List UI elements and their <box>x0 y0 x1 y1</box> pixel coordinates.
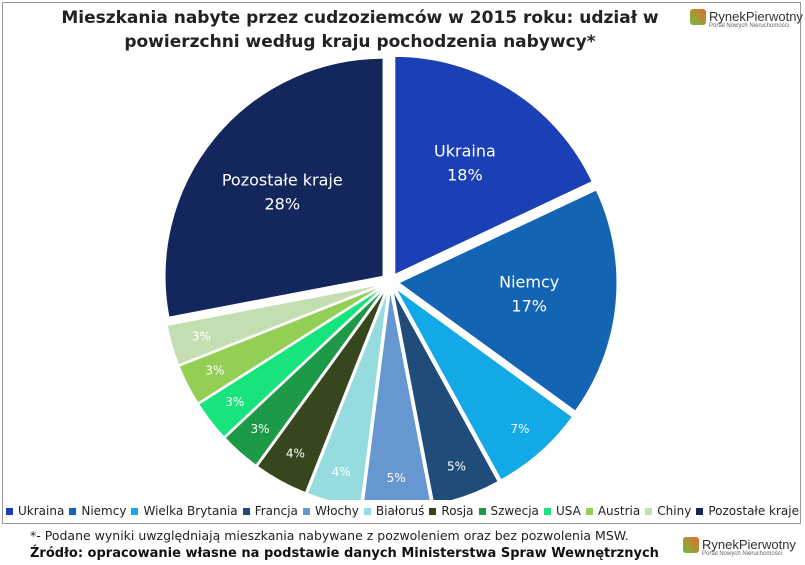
chart-frame <box>2 2 801 524</box>
legend-swatch <box>696 507 704 515</box>
legend-item: Niemcy <box>69 504 126 518</box>
legend-label: Niemcy <box>81 504 127 518</box>
pie-slice <box>363 290 431 500</box>
legend-label: Chiny <box>657 504 692 518</box>
slice-value-label: 3% <box>251 422 270 436</box>
legend-swatch <box>131 507 139 515</box>
logo-tagline: Portal Nowych Nieruchomości <box>709 23 790 29</box>
pie-slice <box>224 288 385 466</box>
logo-name: RynekPierwotny <box>709 9 803 24</box>
pie-slice <box>166 284 382 366</box>
pie-slice <box>178 285 383 404</box>
logo: RynekPierwotny Portal Nowych Nieruchomoś… <box>690 8 803 29</box>
legend-swatch <box>69 507 77 515</box>
pie-chart: Ukraina 18% Niemcy 17% 7% 5% 5% 4% 4% 3% 3% 3% 3% Poz… <box>164 55 618 500</box>
legend-swatch <box>645 507 653 515</box>
pie-slice <box>397 189 618 412</box>
legend-item: Pozostałe kraje <box>696 504 799 518</box>
legend-item: Chiny <box>645 504 691 518</box>
legend-item: Austria <box>585 504 641 518</box>
slice-category-label: Niemcy <box>499 273 559 292</box>
pie-slice <box>394 55 593 276</box>
slice-value-label: 4% <box>332 465 351 479</box>
pie-slice <box>392 290 499 500</box>
pie-slice <box>198 287 384 438</box>
legend-label: Ukraina <box>18 504 65 518</box>
legend-swatch <box>585 507 593 515</box>
pie-slice <box>164 57 384 318</box>
footnote: *- Podane wyniki uwzględniają mieszkania… <box>30 528 629 543</box>
slice-value-label: 3% <box>192 329 211 343</box>
slice-value-label: 3% <box>205 364 224 378</box>
pie-slice <box>395 288 574 481</box>
legend-item: Rosja <box>429 504 473 518</box>
legend-item: Francja <box>242 504 298 518</box>
slice-value-label: 18% <box>447 165 483 184</box>
legend-item: Białoruś <box>363 504 425 518</box>
source: Źródło: opracowanie własne na podstawie … <box>30 546 659 561</box>
legend-label: Białoruś <box>375 504 425 518</box>
legend-swatch <box>302 507 310 515</box>
slice-value-label: 4% <box>286 447 305 461</box>
slice-value-label: 17% <box>511 297 547 316</box>
legend-label: Francja <box>254 504 298 518</box>
legend-swatch <box>6 507 13 515</box>
slice-category-label: Ukraina <box>434 141 496 160</box>
pie-slice <box>256 289 387 494</box>
chart-title: Mieszkania nabyte przez cudzoziemców w 2… <box>61 8 659 52</box>
logo-tagline: Portal Nowych Nieruchomości <box>702 551 783 557</box>
slice-value-label: 7% <box>510 422 529 436</box>
slice-value-label: 5% <box>447 459 466 473</box>
slice-value-label: 5% <box>387 471 406 485</box>
legend-label: Pozostałe kraje <box>708 504 799 518</box>
slice-category-label: Pozostałe kraje <box>222 170 343 189</box>
legend-swatch <box>543 507 551 515</box>
legend-label: Rosja <box>441 504 474 518</box>
legend-swatch <box>429 507 437 515</box>
logo: RynekPierwotny Portal Nowych Nieruchomoś… <box>683 536 796 557</box>
legend: Ukraina Niemcy Wielka Brytania Francja Włoch… <box>6 504 799 518</box>
legend-label: Szwecja <box>490 504 539 518</box>
pie-slice <box>306 290 389 500</box>
legend-label: Wielka Brytania <box>143 504 238 518</box>
slice-value-label: 28% <box>265 194 301 213</box>
slice-value-label: 3% <box>225 395 244 409</box>
legend-item: Włochy <box>302 504 359 518</box>
legend-item: Szwecja <box>478 504 539 518</box>
legend-swatch <box>363 507 371 515</box>
legend-swatch <box>478 507 486 515</box>
legend-label: Włochy <box>314 504 359 518</box>
legend-item: USA <box>543 504 581 518</box>
legend-label: Austria <box>597 504 641 518</box>
legend-item: Wielka Brytania <box>131 504 238 518</box>
legend-item: Ukraina <box>6 504 64 518</box>
legend-label: USA <box>555 504 581 518</box>
legend-swatch <box>242 507 250 515</box>
logo-name: RynekPierwotny <box>702 537 796 552</box>
